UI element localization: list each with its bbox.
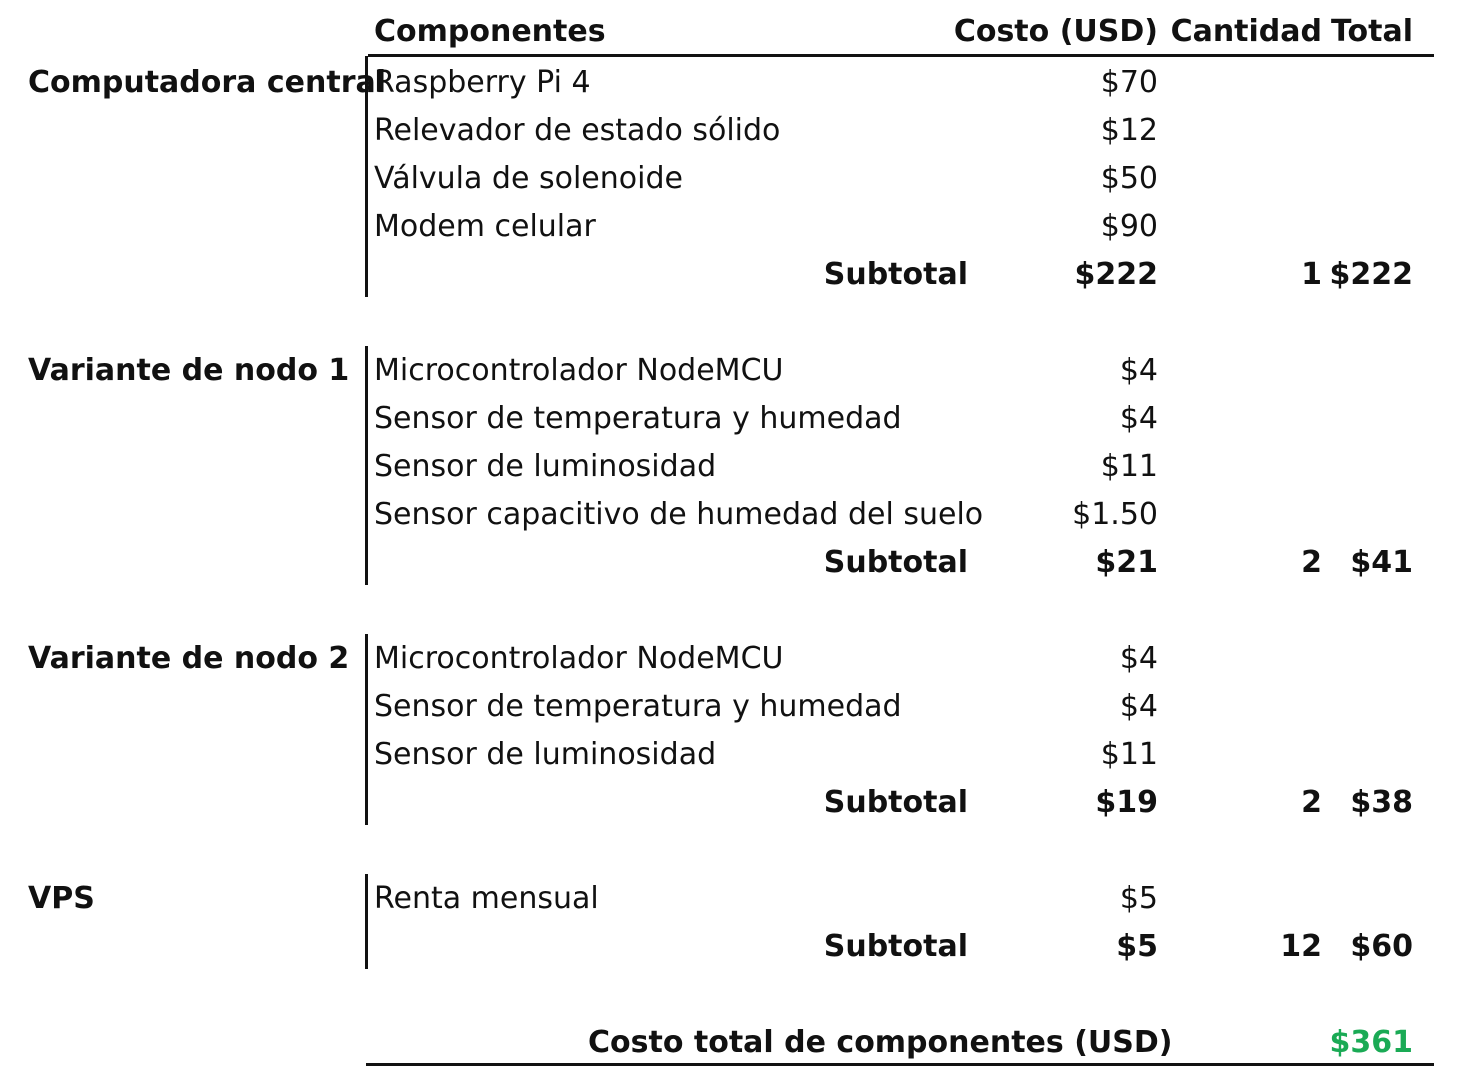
component-cost: $11 (1100, 737, 1158, 772)
component-cost: $12 (1100, 113, 1158, 148)
group-label-computadora-central: Computadora central (28, 65, 387, 100)
subtotal-label: Subtotal (823, 257, 968, 292)
component-name: Modem celular (374, 209, 596, 244)
group-label-vps: VPS (28, 881, 95, 916)
subtotal-cost: $19 (1095, 785, 1158, 820)
component-name: Sensor de temperatura y humedad (374, 401, 902, 436)
header-underline (368, 54, 1434, 57)
group-label-variante-nodo-2: Variante de nodo 2 (28, 641, 350, 676)
component-cost: $90 (1100, 209, 1158, 244)
subtotal-total: $41 (1350, 545, 1413, 580)
column-header-components: Componentes (374, 14, 606, 49)
grand-total-value: $361 (1329, 1025, 1414, 1060)
component-name: Sensor de luminosidad (374, 737, 717, 772)
group-divider (365, 346, 368, 585)
subtotal-quantity: 2 (1301, 785, 1322, 820)
component-name: Sensor capacitivo de humedad del suelo (374, 497, 984, 532)
component-cost: $4 (1119, 689, 1158, 724)
component-cost: $50 (1100, 161, 1158, 196)
subtotal-cost: $5 (1116, 929, 1158, 964)
component-cost: $4 (1119, 401, 1158, 436)
subtotal-quantity: 12 (1280, 929, 1322, 964)
component-cost: $70 (1100, 65, 1158, 100)
subtotal-quantity: 1 (1301, 257, 1322, 292)
component-cost: $11 (1100, 449, 1158, 484)
component-name: Microcontrolador NodeMCU (374, 353, 784, 388)
component-cost: $4 (1119, 641, 1158, 676)
component-name: Sensor de temperatura y humedad (374, 689, 902, 724)
component-name: Sensor de luminosidad (374, 449, 717, 484)
grand-total-label: Costo total de componentes (USD) (588, 1025, 1173, 1060)
component-cost: $1.50 (1072, 497, 1158, 532)
column-header-cost: Costo (USD) (953, 14, 1158, 49)
subtotal-label: Subtotal (823, 929, 968, 964)
component-name: Válvula de solenoide (374, 161, 683, 196)
subtotal-cost: $21 (1095, 545, 1158, 580)
column-header-quantity: Cantidad (1170, 14, 1322, 49)
subtotal-total: $38 (1350, 785, 1413, 820)
component-name: Raspberry Pi 4 (374, 65, 591, 100)
group-label-variante-nodo-1: Variante de nodo 1 (28, 353, 350, 388)
subtotal-total: $60 (1350, 929, 1413, 964)
component-cost: $5 (1119, 881, 1158, 916)
grand-total-underline (366, 1063, 1434, 1066)
component-name: Relevador de estado sólido (374, 113, 781, 148)
subtotal-label: Subtotal (823, 785, 968, 820)
subtotal-label: Subtotal (823, 545, 968, 580)
subtotal-quantity: 2 (1301, 545, 1322, 580)
group-divider (365, 874, 368, 969)
column-header-total: Total (1331, 14, 1413, 49)
group-divider (365, 634, 368, 825)
component-name: Microcontrolador NodeMCU (374, 641, 784, 676)
subtotal-total: $222 (1329, 257, 1414, 292)
component-cost: $4 (1119, 353, 1158, 388)
subtotal-cost: $222 (1074, 257, 1159, 292)
group-divider (365, 56, 368, 297)
component-name: Renta mensual (374, 881, 599, 916)
